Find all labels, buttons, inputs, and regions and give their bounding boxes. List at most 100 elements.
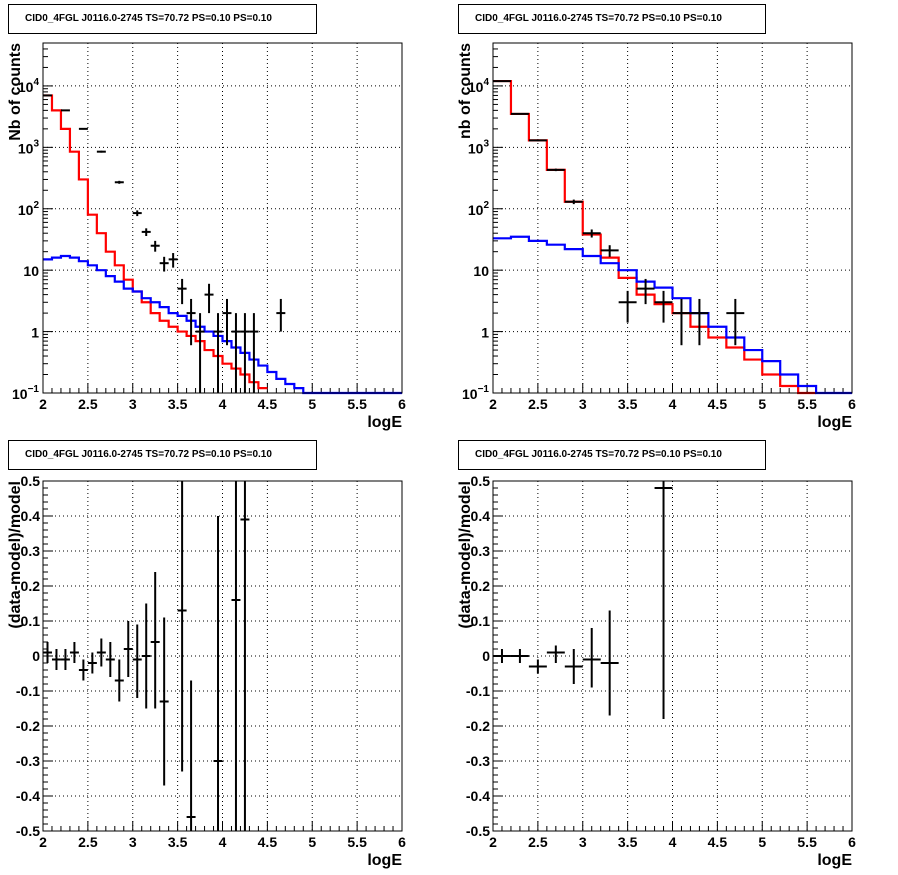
x-tick-label: 6 bbox=[848, 396, 856, 412]
data-point bbox=[493, 649, 511, 663]
x-tick-label: 4 bbox=[219, 396, 227, 412]
data-point bbox=[177, 481, 187, 772]
data-point bbox=[69, 642, 79, 663]
y-tick-label: -0.5 bbox=[16, 823, 40, 839]
x-tick-label: 4 bbox=[669, 396, 677, 412]
data-point bbox=[87, 652, 97, 674]
data-point bbox=[240, 313, 250, 393]
pad-2: 2 2.5 3 3.5 4 4.5 5 5.5 6 10−1 1 10 102 103 104 logE nb … bbox=[457, 42, 856, 431]
y-tick-label: -0.3 bbox=[16, 753, 40, 769]
data-point bbox=[141, 603, 151, 709]
data-point bbox=[582, 628, 601, 688]
data-point bbox=[213, 516, 223, 831]
data-point bbox=[564, 199, 583, 205]
y-tick-label: 10−1 bbox=[462, 384, 489, 402]
y-tick-label: 0.3 bbox=[471, 543, 491, 559]
data-point bbox=[546, 168, 565, 172]
y-tick-label: 0.1 bbox=[471, 613, 491, 629]
data-point bbox=[726, 298, 745, 346]
x-tick-label: 2.5 bbox=[78, 396, 98, 412]
data-point bbox=[43, 94, 52, 97]
data-point bbox=[231, 313, 241, 393]
data-point bbox=[528, 659, 547, 674]
x-tick-label: 5.5 bbox=[347, 396, 367, 412]
data-point bbox=[636, 278, 655, 305]
data-point bbox=[564, 649, 583, 684]
data-point bbox=[510, 649, 529, 663]
data-point bbox=[493, 80, 511, 83]
data-point bbox=[177, 278, 187, 305]
data-point bbox=[123, 621, 133, 677]
x-tick-label: 4.5 bbox=[258, 396, 278, 412]
pad-title-bottom-right: CID0_4FGL J0116.0-2745 TS=70.72 PS=0.10 … bbox=[458, 440, 766, 470]
x-tick-label: 5 bbox=[308, 396, 316, 412]
data-point bbox=[618, 290, 637, 323]
data-point bbox=[600, 245, 619, 257]
x-tick-label: 3 bbox=[579, 834, 587, 850]
x-tick-label: 2 bbox=[39, 396, 47, 412]
x-tick-label: 2 bbox=[489, 834, 497, 850]
data-point bbox=[168, 253, 178, 268]
data-point bbox=[60, 649, 70, 670]
y-axis-title: nb of counts bbox=[457, 43, 474, 139]
data-point bbox=[654, 290, 673, 323]
x-tick-label: 2.5 bbox=[528, 396, 548, 412]
model-series-blue bbox=[43, 254, 402, 395]
y-tick-label: 0.4 bbox=[471, 508, 491, 524]
x-axis-title: logE bbox=[367, 414, 402, 431]
y-tick-label: -0.4 bbox=[466, 788, 490, 804]
data-point bbox=[600, 610, 619, 716]
data-point bbox=[114, 659, 124, 702]
data-point bbox=[672, 298, 691, 346]
data-point bbox=[195, 313, 205, 393]
x-axis-title: logE bbox=[367, 852, 402, 869]
y-tick-label: -0.3 bbox=[466, 753, 490, 769]
pad-4: 2 2.5 3 3.5 4 4.5 5 5.5 6 -0.5 -0.4 -0.3 -0.2 -0.1 0 0.… bbox=[457, 473, 856, 869]
y-tick-label: -0.1 bbox=[16, 683, 40, 699]
y-tick-label: 102 bbox=[468, 200, 490, 218]
x-tick-label: 5 bbox=[308, 834, 316, 850]
data-point bbox=[546, 645, 565, 663]
x-tick-label: 4.5 bbox=[708, 834, 728, 850]
y-tick-label: 1 bbox=[31, 325, 39, 341]
data-point bbox=[96, 150, 106, 153]
y-tick-label: 102 bbox=[18, 200, 40, 218]
data-point bbox=[690, 298, 709, 346]
data-point bbox=[213, 313, 223, 393]
data-point bbox=[186, 680, 196, 831]
data-point bbox=[249, 313, 259, 393]
data-point bbox=[528, 139, 547, 142]
y-tick-label: 0 bbox=[482, 648, 490, 664]
data-point bbox=[51, 649, 61, 670]
pad-3: 2 2.5 3 3.5 4 4.5 5 5.5 6 -0.5 -0.4 -0.3 -0.2 -0.1 0 0.… bbox=[7, 473, 406, 869]
data-point bbox=[150, 240, 160, 252]
y-tick-label: 103 bbox=[468, 138, 490, 156]
y-tick-label: -0.5 bbox=[466, 823, 490, 839]
x-tick-label: 6 bbox=[398, 834, 406, 850]
y-tick-label: 0.5 bbox=[471, 473, 491, 489]
pad-1: 2 2.5 3 3.5 4 4.5 5 5.5 6 10−1 1 10 102 103 104 logE Nb … bbox=[7, 42, 406, 431]
data-point bbox=[159, 256, 169, 272]
x-tick-label: 2 bbox=[489, 396, 497, 412]
plot-frame bbox=[42, 480, 403, 832]
data-point bbox=[204, 283, 214, 314]
x-tick-label: 2 bbox=[39, 834, 47, 850]
y-axis-title: Nb of counts bbox=[7, 43, 24, 141]
data-point bbox=[222, 298, 232, 346]
y-tick-label: -0.2 bbox=[16, 718, 40, 734]
model-series-red bbox=[493, 79, 817, 395]
y-tick-label: 10−1 bbox=[12, 384, 39, 402]
x-tick-label: 3.5 bbox=[168, 834, 188, 850]
y-tick-label: 1 bbox=[481, 325, 489, 341]
model-series-blue bbox=[493, 235, 852, 395]
x-tick-label: 4 bbox=[669, 834, 677, 850]
y-tick-label: 0.3 bbox=[21, 543, 41, 559]
y-tick-label: 0.4 bbox=[21, 508, 41, 524]
y-tick-label: 10 bbox=[23, 263, 39, 279]
x-tick-label: 3.5 bbox=[618, 834, 638, 850]
pad-title-top-left: CID0_4FGL J0116.0-2745 TS=70.72 PS=0.10 … bbox=[8, 4, 317, 34]
y-tick-label: 0.2 bbox=[471, 578, 491, 594]
y-tick-label: -0.1 bbox=[466, 683, 490, 699]
data-point bbox=[96, 638, 106, 667]
